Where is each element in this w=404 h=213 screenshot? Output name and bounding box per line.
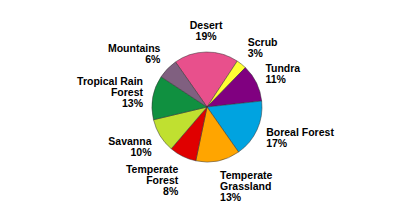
svg-text:Boreal Forest17%: Boreal Forest17% bbox=[266, 126, 334, 149]
svg-text:Desert19%: Desert19% bbox=[190, 19, 223, 42]
svg-text:Tropical RainForest13%: Tropical RainForest13% bbox=[77, 75, 144, 109]
svg-text:Tundra11%: Tundra11% bbox=[265, 62, 300, 85]
svg-text:TemperateForest8%: TemperateForest8% bbox=[126, 163, 179, 197]
svg-text:TemperateGrassland13%: TemperateGrassland13% bbox=[220, 169, 272, 203]
svg-text:Mountains6%: Mountains6% bbox=[108, 42, 161, 65]
svg-text:Scrub3%: Scrub3% bbox=[248, 36, 278, 59]
svg-text:Savanna10%: Savanna10% bbox=[108, 135, 152, 158]
